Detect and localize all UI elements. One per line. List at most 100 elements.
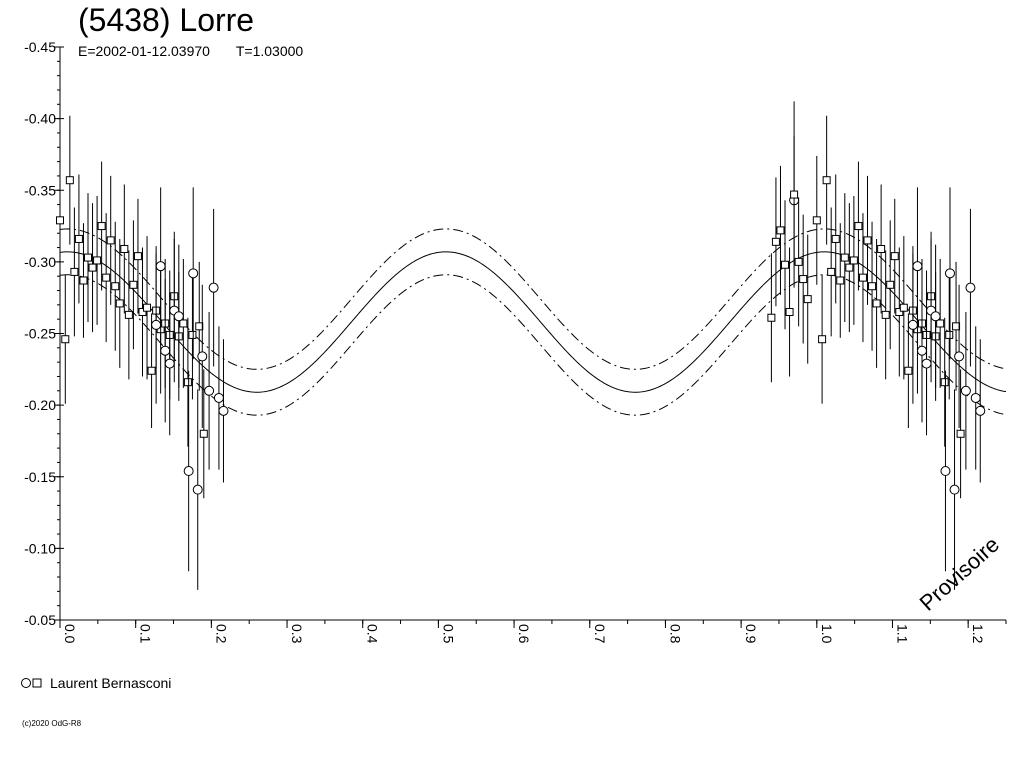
data-point-circle bbox=[151, 319, 162, 330]
data-point-square bbox=[195, 322, 204, 331]
data-point-square bbox=[74, 234, 83, 243]
data-point-square bbox=[183, 378, 192, 387]
data-point-square bbox=[936, 319, 945, 328]
data-point-square bbox=[93, 256, 102, 265]
data-point-square bbox=[940, 378, 949, 387]
data-point-circle bbox=[940, 466, 951, 477]
data-point-circle bbox=[954, 351, 965, 362]
data-point-square bbox=[840, 253, 849, 262]
y-tick-label: -0.40 bbox=[24, 111, 56, 127]
data-point-circle bbox=[949, 484, 960, 495]
data-point-square bbox=[120, 244, 129, 253]
data-point-square bbox=[956, 429, 965, 438]
x-tick-label: 0.4 bbox=[365, 624, 381, 644]
watermark-text: Provisoire bbox=[915, 532, 1004, 616]
data-point-square bbox=[143, 303, 152, 312]
data-point-square bbox=[886, 280, 895, 289]
data-point-square bbox=[794, 257, 803, 266]
data-point-circle bbox=[183, 466, 194, 477]
x-tick-label: 1.0 bbox=[819, 624, 835, 644]
data-point-square bbox=[767, 313, 776, 322]
data-point-circle bbox=[188, 268, 199, 279]
x-tick-label: 0.6 bbox=[516, 624, 532, 644]
data-point-square bbox=[188, 330, 197, 339]
x-tick-label: 0.1 bbox=[138, 624, 154, 644]
data-point-circle bbox=[218, 405, 229, 416]
y-tick-label: -0.10 bbox=[24, 540, 56, 556]
data-point-circle bbox=[213, 392, 224, 403]
data-point-square bbox=[803, 295, 812, 304]
data-point-square bbox=[952, 322, 961, 331]
data-point-square bbox=[147, 366, 156, 375]
data-point-square bbox=[56, 216, 64, 225]
data-point-square bbox=[124, 310, 133, 319]
data-point-circle bbox=[160, 345, 171, 356]
data-point-square bbox=[106, 236, 115, 245]
data-point-circle bbox=[164, 358, 175, 369]
y-tick-label: -0.20 bbox=[24, 397, 56, 413]
data-point-square bbox=[61, 335, 70, 344]
data-point-square bbox=[79, 276, 88, 285]
y-tick-label: -0.35 bbox=[24, 182, 56, 198]
data-point-circle bbox=[965, 282, 976, 293]
data-point-circle bbox=[907, 319, 918, 330]
x-tick-label: 0.3 bbox=[289, 624, 305, 644]
epoch-label: E=2002-01-12.03970 bbox=[78, 43, 210, 59]
x-tick-label: 1.1 bbox=[894, 624, 910, 644]
data-point-square bbox=[831, 234, 840, 243]
data-point-square bbox=[890, 252, 899, 261]
data-point-square bbox=[115, 299, 124, 308]
data-point-square bbox=[88, 263, 97, 272]
data-point-square bbox=[65, 176, 74, 185]
data-point-square bbox=[138, 308, 147, 317]
data-point-square bbox=[899, 303, 908, 312]
data-point-square bbox=[799, 275, 808, 284]
x-tick-label: 0.0 bbox=[62, 624, 78, 644]
x-tick-label: 0.8 bbox=[667, 624, 683, 644]
data-point-square bbox=[895, 308, 904, 317]
data-point-square bbox=[822, 176, 831, 185]
data-point-square bbox=[863, 236, 872, 245]
data-point-circle bbox=[970, 392, 981, 403]
data-point-square bbox=[790, 190, 799, 199]
data-point-circle bbox=[155, 261, 166, 272]
data-point-circle bbox=[192, 484, 203, 495]
data-point-square bbox=[881, 310, 890, 319]
data-point-square bbox=[812, 216, 821, 225]
data-point-circle bbox=[916, 345, 927, 356]
period-label: T=1.03000 bbox=[235, 43, 304, 59]
y-tick-label: -0.15 bbox=[24, 469, 56, 485]
legend: Laurent Bernasconi bbox=[20, 675, 171, 691]
data-point-square bbox=[97, 222, 106, 231]
chart-title: (5438) Lorre bbox=[78, 2, 255, 38]
data-point-circle bbox=[197, 351, 208, 362]
data-point-square bbox=[872, 299, 881, 308]
data-point-square bbox=[781, 260, 790, 269]
data-point-square bbox=[845, 263, 854, 272]
data-point-square bbox=[133, 252, 142, 261]
data-points bbox=[56, 101, 986, 590]
data-point-circle bbox=[930, 311, 941, 322]
data-point-circle bbox=[208, 282, 219, 293]
fit-envelope-upper bbox=[59, 228, 1007, 370]
data-point-circle bbox=[921, 358, 932, 369]
data-point-square bbox=[129, 280, 138, 289]
legend-observer-label: Laurent Bernasconi bbox=[50, 675, 172, 691]
data-point-square bbox=[945, 330, 954, 339]
x-tick-label: 1.2 bbox=[970, 624, 986, 644]
data-point-square bbox=[785, 308, 794, 317]
data-point-square bbox=[111, 282, 120, 291]
x-tick-label: 0.9 bbox=[743, 624, 759, 644]
data-point-circle bbox=[173, 311, 184, 322]
legend-markers-icon bbox=[21, 678, 42, 688]
x-tick-label: 0.5 bbox=[440, 624, 456, 644]
data-point-circle bbox=[944, 268, 955, 279]
copyright-text: (c)2020 OdG-R8 bbox=[22, 719, 82, 728]
data-point-square bbox=[70, 267, 79, 276]
x-tick-label: 0.7 bbox=[592, 624, 608, 644]
data-point-circle bbox=[975, 405, 986, 416]
y-tick-label: -0.25 bbox=[24, 326, 56, 342]
data-point-square bbox=[904, 366, 913, 375]
axes: -0.45 -0.40 -0.35 -0.30 -0.25 -0.20 -0.15 -0.10… bbox=[24, 39, 1007, 644]
